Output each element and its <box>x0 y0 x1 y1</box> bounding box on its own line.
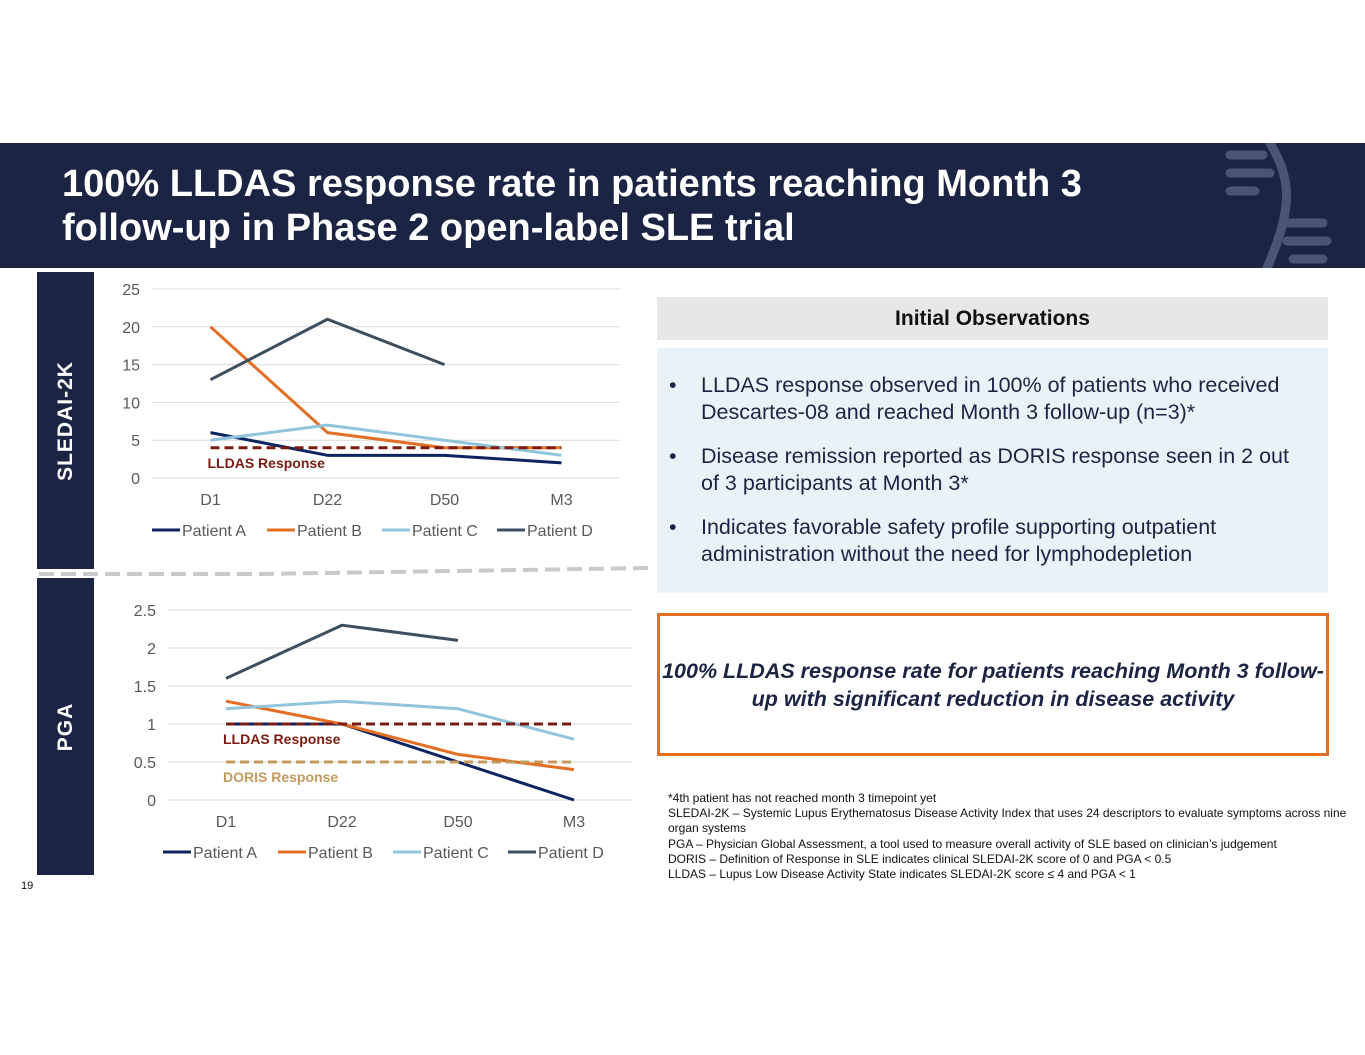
bullet-icon: • <box>669 373 677 397</box>
observation-item: • Disease remission reported as DORIS res… <box>669 443 1312 497</box>
legend-label: Patient A <box>182 523 246 540</box>
bullet-icon: • <box>669 515 677 539</box>
x-tick-label: D1 <box>216 814 237 831</box>
pga-section-label: PGA <box>53 702 77 751</box>
observation-item: • LLDAS response observed in 100% of pati… <box>669 372 1312 426</box>
y-tick-label: 1.5 <box>134 679 156 696</box>
y-tick-label: 10 <box>122 395 140 412</box>
observation-item: • Indicates favorable safety profile supp… <box>669 514 1312 568</box>
x-tick-label: D1 <box>200 492 221 509</box>
pga-line-chart: 0 0.5 1 1.5 2 2.5 D1 D22 D50 M3 LLDAS Response DORI… <box>134 603 632 862</box>
bullet-icon: • <box>669 444 677 468</box>
x-tick-label: D22 <box>313 492 342 509</box>
reference-line-label: LLDAS Response <box>223 731 341 747</box>
reference-line-label: DORIS Response <box>223 769 338 785</box>
slide-title: 100% LLDAS response rate in patients rea… <box>62 163 1082 249</box>
legend-label: Patient B <box>308 845 373 862</box>
y-tick-label: 1 <box>147 717 156 734</box>
x-tick-label: D50 <box>430 492 459 509</box>
series-line <box>225 699 575 772</box>
y-tick-label: 0 <box>147 793 156 810</box>
reference-line-label: LLDAS Response <box>208 455 326 471</box>
y-tick-label: 25 <box>122 282 140 299</box>
legend-label: Patient D <box>538 845 604 862</box>
pga-section-bar: PGA <box>37 578 94 875</box>
x-tick-label: D50 <box>443 814 472 831</box>
footnote: SLEDAI-2K – Systemic Lupus Erythematosus… <box>668 806 1347 836</box>
key-result-callout: 100% LLDAS response rate for patients re… <box>657 613 1329 756</box>
observations-list: • LLDAS response observed in 100% of pati… <box>657 348 1328 568</box>
sledai-section-label: SLEDAI-2K <box>53 360 77 481</box>
series-line <box>225 699 575 741</box>
legend-label: Patient C <box>412 523 478 540</box>
series-line <box>210 423 562 457</box>
footnote: LLDAS – Lupus Low Disease Activity State… <box>668 867 1136 882</box>
legend-label: Patient B <box>297 523 362 540</box>
footnote: *4th patient has not reached month 3 tim… <box>668 791 937 805</box>
y-tick-label: 2.5 <box>134 603 156 620</box>
section-divider <box>39 566 651 576</box>
legend-label: Patient C <box>423 845 489 862</box>
sledai-line-chart: 0 5 10 15 20 25 D1 D22 D50 M3 LLDAS Response Patien… <box>122 282 620 540</box>
company-logo-icon <box>1225 143 1332 268</box>
y-tick-label: 2 <box>147 641 156 658</box>
y-tick-label: 5 <box>131 433 140 450</box>
x-tick-label: M3 <box>563 814 585 831</box>
observation-text: LLDAS response observed in 100% of patie… <box>701 373 1280 424</box>
series-line <box>209 325 562 450</box>
observations-heading: Initial Observations <box>657 297 1328 340</box>
y-tick-label: 0 <box>131 471 140 488</box>
sledai-section-bar: SLEDAI-2K <box>37 272 94 569</box>
page-number: 19 <box>21 880 34 892</box>
x-tick-label: D22 <box>327 814 356 831</box>
observation-text: Indicates favorable safety profile suppo… <box>701 515 1217 566</box>
title-bar <box>0 143 1365 268</box>
y-tick-label: 20 <box>122 320 140 337</box>
observations-panel: • LLDAS response observed in 100% of pati… <box>657 348 1328 593</box>
series-line <box>209 317 446 382</box>
footnote: PGA – Physician Global Assessment, a too… <box>668 836 1277 851</box>
legend-label: Patient A <box>193 845 257 862</box>
x-tick-label: M3 <box>550 492 572 509</box>
series-line <box>225 623 459 680</box>
y-tick-label: 15 <box>122 358 140 375</box>
series-line <box>210 431 562 465</box>
observation-text: Disease remission reported as DORIS resp… <box>701 444 1289 495</box>
y-tick-label: 0.5 <box>134 755 156 772</box>
legend-label: Patient D <box>527 523 593 540</box>
callout-text: 100% LLDAS response rate for patients re… <box>662 658 1324 711</box>
footnotes: *4th patient has not reached month 3 tim… <box>668 791 1348 882</box>
footnote: DORIS – Definition of Response in SLE in… <box>668 851 1172 866</box>
